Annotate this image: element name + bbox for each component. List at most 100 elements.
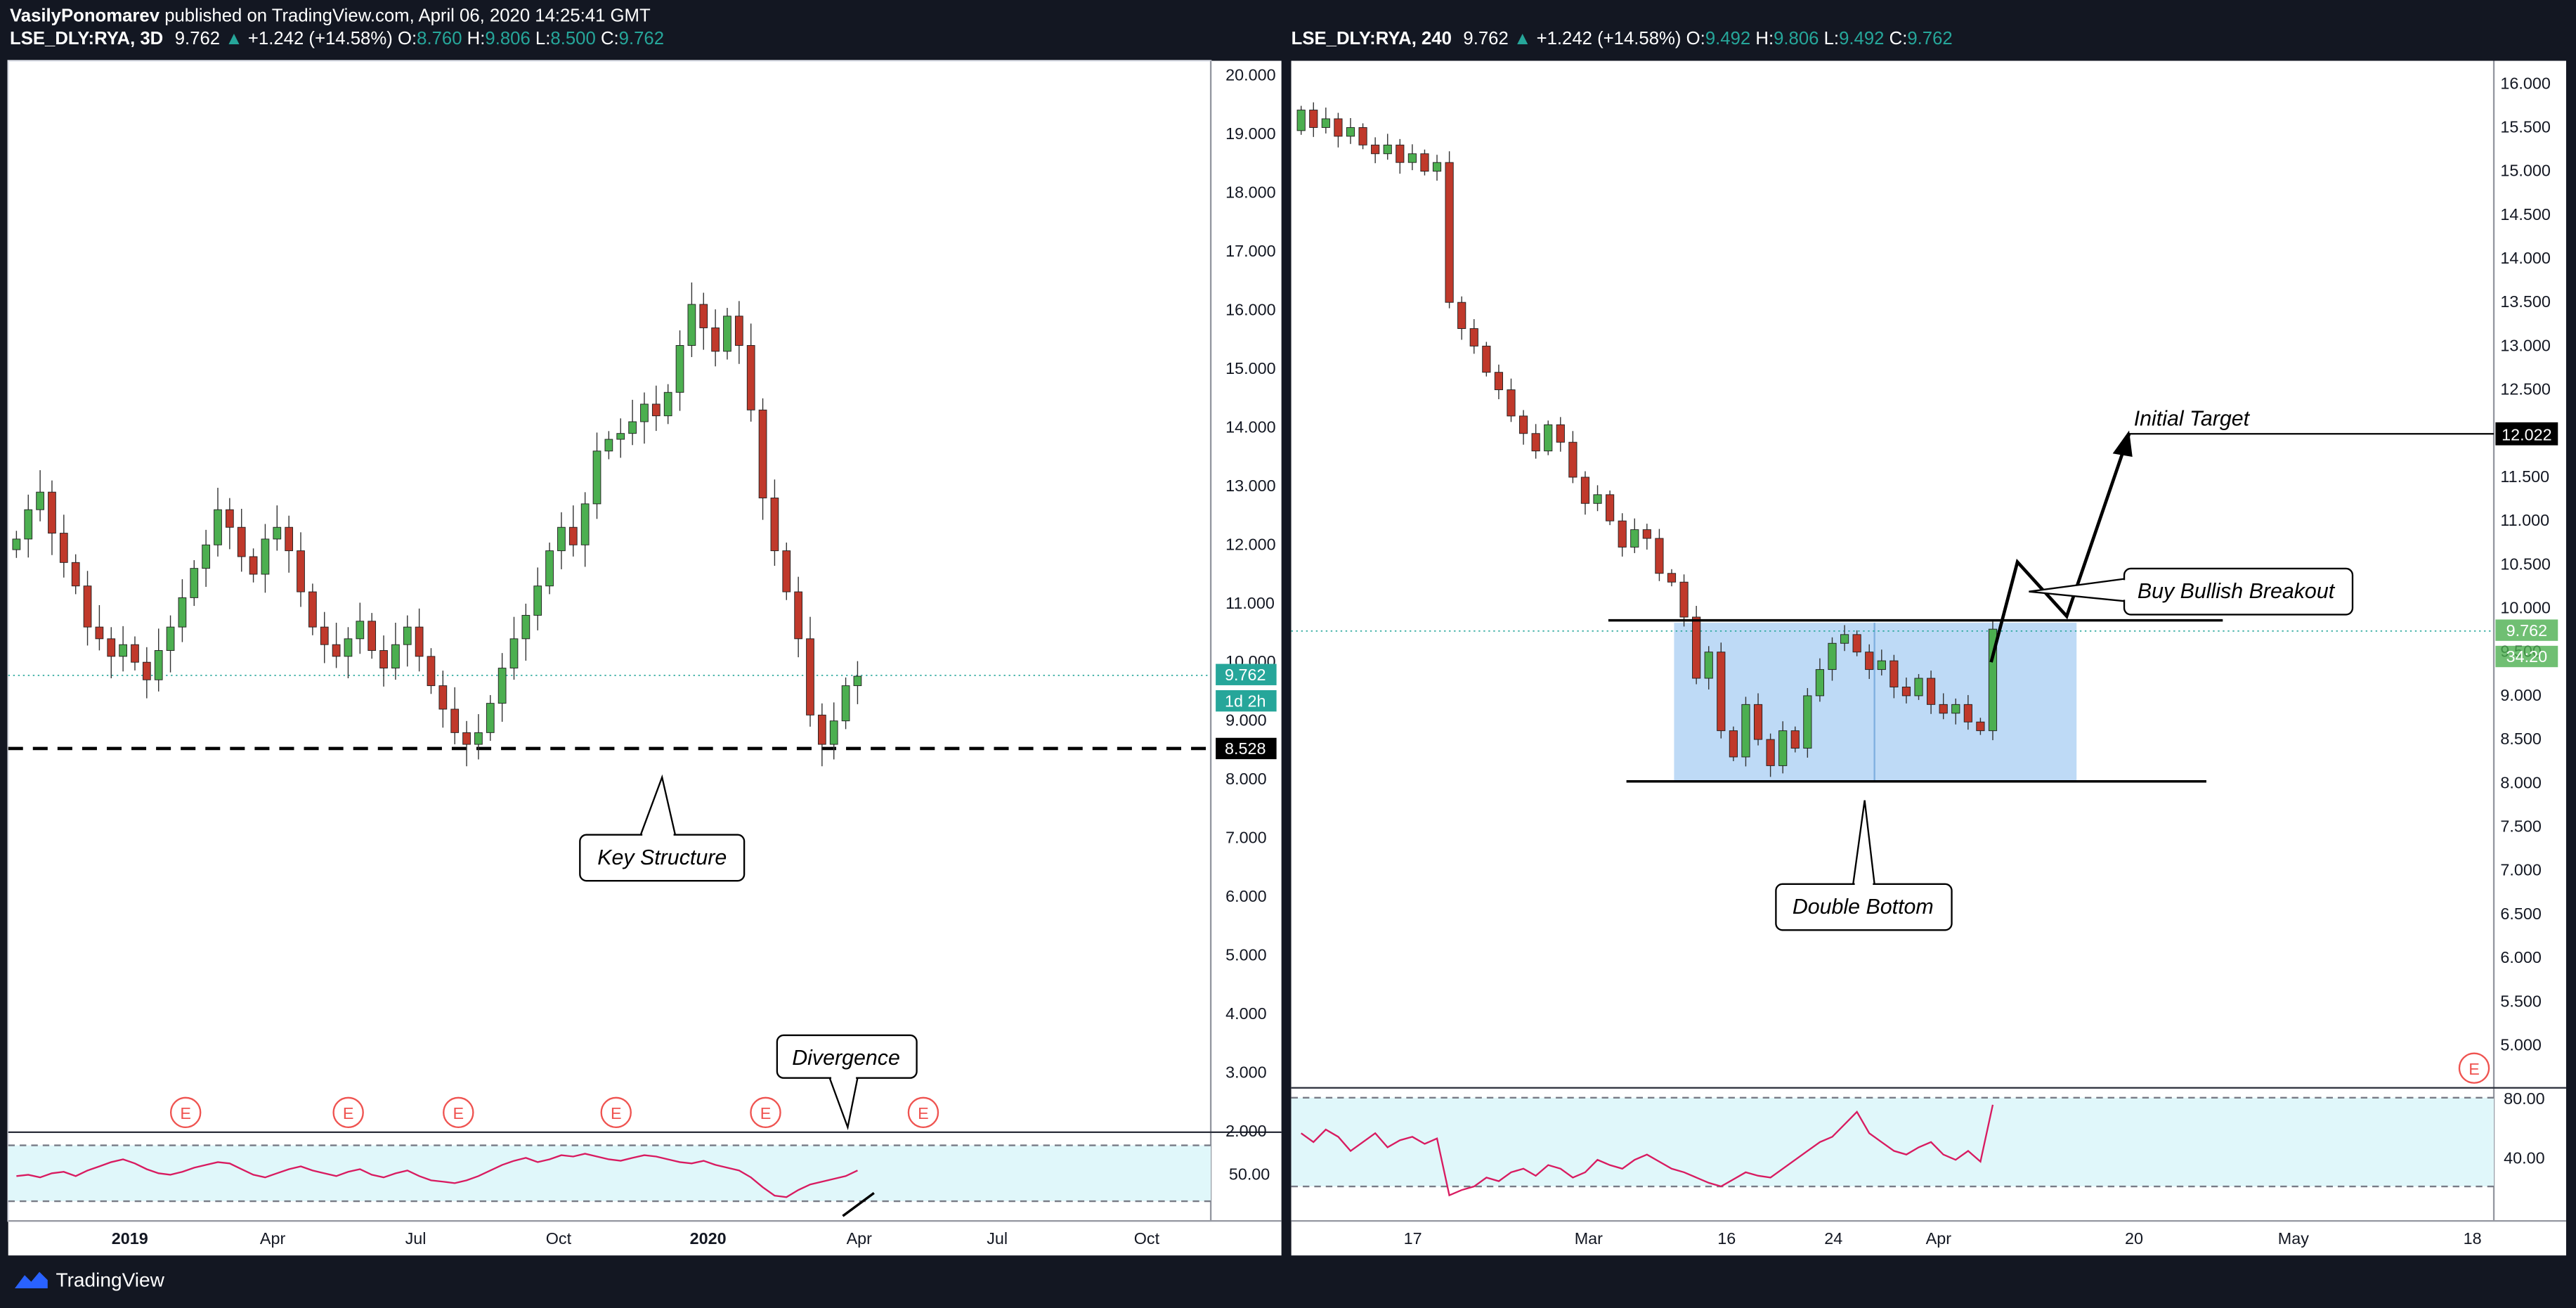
right-price-tick: 8.000	[2500, 773, 2542, 791]
left-time-axis[interactable]: 2019 Apr Jul Oct 2020 Apr Jul Oct	[112, 1229, 1160, 1248]
left-candle	[119, 644, 127, 657]
left-time-tick: Oct	[1134, 1229, 1160, 1248]
right-candle	[1371, 144, 1380, 155]
right-price-tick: 12.500	[2500, 380, 2551, 399]
left-candle	[557, 526, 566, 552]
left-candle	[71, 562, 80, 587]
right-candle	[1976, 721, 1985, 732]
right-candle	[1420, 153, 1429, 172]
right-rsi-tick-40: 40.00	[2504, 1148, 2545, 1167]
right-price-tick: 9.000	[2500, 686, 2542, 704]
buy-breakout-pointer	[2029, 577, 2128, 602]
right-candle	[1729, 730, 1738, 758]
right-candle	[1865, 652, 1874, 671]
right-candle	[1457, 302, 1466, 329]
left-symbol[interactable]: LSE_DLY:RYA, 3D	[10, 30, 164, 50]
right-time-tick: 18	[2464, 1229, 2482, 1248]
left-open-label: O:	[397, 30, 417, 50]
right-candle	[1815, 669, 1825, 697]
left-candle	[580, 503, 590, 545]
left-time-tick: Jul	[987, 1229, 1008, 1248]
left-candle	[853, 675, 862, 687]
right-symbol-header: LSE_DLY:RYA, 240 9.762 ▲ +1.242 (+14.58%…	[1292, 30, 1953, 49]
left-price-tick: 14.000	[1225, 417, 1275, 436]
publication-header: VasilyPonomarev published on TradingView…	[10, 6, 651, 26]
right-candle	[1753, 704, 1763, 740]
left-earnings-marker[interactable]	[169, 1096, 202, 1129]
right-candle	[1951, 704, 1960, 714]
right-time-tick: May	[2278, 1229, 2309, 1248]
right-countdown-badge	[2495, 645, 2558, 668]
left-price-badge	[1216, 663, 1277, 685]
left-earnings-marker[interactable]	[750, 1096, 781, 1129]
right-target-badge	[2495, 422, 2558, 446]
right-time-tick: Mar	[1575, 1229, 1603, 1248]
right-price-tick: 5.000	[2500, 1035, 2542, 1054]
left-close: 9.762	[618, 30, 665, 50]
left-candle	[249, 556, 258, 575]
left-candle	[545, 550, 554, 587]
left-candle	[332, 644, 341, 657]
left-plot-area[interactable]	[7, 60, 1212, 1222]
left-rsi-line	[16, 1153, 858, 1198]
right-panel: 16.000 15.500 15.000 14.500 14.000 13.500 13.0…	[1291, 60, 2566, 1256]
left-candle	[699, 304, 708, 328]
left-candle	[142, 661, 151, 680]
right-price-tick: 14.500	[2500, 205, 2551, 224]
left-price-tick: 12.000	[1225, 535, 1275, 553]
right-candle	[1507, 389, 1516, 417]
right-candle	[1321, 118, 1330, 128]
projection-arrowhead	[2112, 430, 2133, 457]
left-earnings-label: E	[760, 1104, 772, 1122]
right-earnings-marker[interactable]	[2458, 1052, 2490, 1084]
left-candle	[154, 650, 163, 680]
right-candle	[1803, 695, 1812, 749]
left-candle	[817, 714, 826, 745]
left-time-tick: Apr	[847, 1229, 873, 1248]
right-symbol[interactable]: LSE_DLY:RYA, 240	[1291, 30, 1452, 50]
left-earnings-marker[interactable]	[600, 1096, 632, 1129]
left-candle	[48, 491, 56, 534]
right-candle	[1407, 153, 1417, 163]
right-price-tick: 6.500	[2500, 905, 2542, 923]
left-price-tick: 18.000	[1225, 183, 1275, 201]
right-last-price: 9.762	[1463, 30, 1509, 50]
left-earnings-marker[interactable]	[443, 1096, 474, 1129]
author-name[interactable]: VasilyPonomarev	[10, 6, 160, 27]
right-change: +1.242 (+14.58%)	[1536, 30, 1681, 50]
right-candle	[1358, 127, 1367, 145]
right-price-tick: 11.500	[2500, 467, 2549, 486]
right-time-tick: 24	[1824, 1229, 1842, 1248]
right-time-axis[interactable]: 17 Mar 16 24 Apr 20 May 18	[1404, 1229, 2482, 1248]
right-open: 9.492	[1705, 30, 1751, 50]
left-price-axis[interactable]: 20.000 19.000 18.000 17.000 16.000 15.000 14.0…	[1225, 66, 1275, 1140]
left-candle	[782, 550, 791, 593]
right-time-tick: 20	[2125, 1229, 2143, 1248]
right-countdown-text: 34:20	[2506, 647, 2548, 666]
left-candle	[450, 708, 460, 733]
left-price-tick: 2.000	[1225, 1122, 1266, 1140]
right-candle	[1778, 730, 1788, 766]
right-candle	[1988, 628, 1998, 732]
brand-name[interactable]: TradingView	[56, 1268, 164, 1292]
right-time-tick: Apr	[1926, 1229, 1952, 1248]
right-candle	[1544, 424, 1553, 452]
right-time-tick: 17	[1404, 1229, 1422, 1248]
left-candle	[628, 421, 637, 434]
left-earnings-marker[interactable]	[332, 1096, 364, 1129]
left-candle	[95, 626, 104, 640]
right-rsi-band	[1291, 1097, 2494, 1187]
left-candle	[616, 433, 625, 440]
right-candle	[1309, 110, 1318, 128]
right-candle	[1717, 652, 1726, 732]
right-candle	[1396, 144, 1405, 163]
right-low-label: L:	[1823, 30, 1840, 50]
left-earnings-marker[interactable]	[907, 1096, 939, 1129]
left-price-tick: 5.000	[1225, 946, 1266, 964]
right-candle	[1741, 704, 1750, 758]
right-candle	[1494, 372, 1504, 391]
right-close-label: C:	[1889, 30, 1908, 50]
divergence-label: Divergence	[792, 1046, 900, 1070]
